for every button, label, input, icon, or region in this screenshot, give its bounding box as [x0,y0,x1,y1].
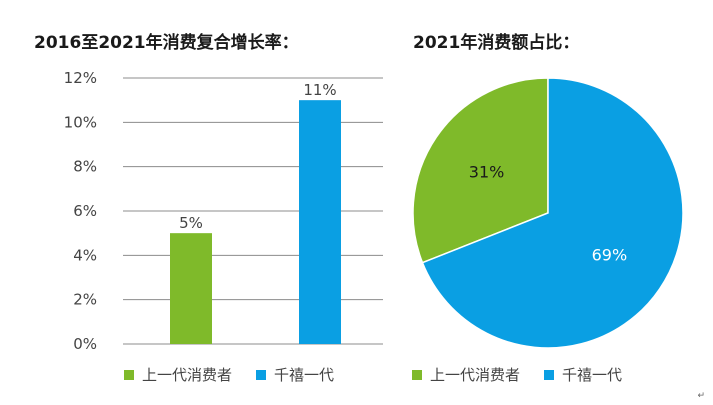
bar-previous-generation [170,233,212,344]
pie-chart-legend: 上一代消费者 千禧一代 [412,364,622,385]
pie-data-label: 69% [592,246,628,265]
y-tick-label: 12% [64,69,97,87]
pie-slice-previous-generation [412,77,549,264]
y-tick-label: 4% [73,246,97,264]
bar-millennials [299,100,341,345]
legend-swatch-blue [256,369,267,380]
legend-label-previous-generation: 上一代消费者 [430,366,521,384]
pie-slice-millennials [421,77,684,349]
legend-swatch-green [124,369,134,380]
legend-label-millennials: 千禧一代 [562,366,623,384]
bar-chart-legend: 上一代消费者 千禧一代 [124,364,334,385]
legend-label-previous-generation: 上一代消费者 [142,366,233,384]
bar-data-label: 11% [303,81,336,99]
bar-data-label: 5% [179,214,203,232]
pie-data-label: 31% [469,162,505,181]
pie-chart-title: 2021年消费额占比： [413,33,580,53]
legend-swatch-blue [544,369,555,380]
legend-label-millennials: 千禧一代 [274,366,335,384]
y-tick-label: 2% [73,291,97,309]
bar-chart-title: 2016至2021年消费复合增长率： [34,33,299,53]
paragraph-mark: ↵ [697,391,705,401]
y-tick-label: 10% [64,113,97,131]
y-tick-label: 8% [73,158,97,176]
y-tick-label: 6% [73,202,97,220]
legend-swatch-green [412,369,422,380]
y-tick-label: 0% [73,335,97,353]
